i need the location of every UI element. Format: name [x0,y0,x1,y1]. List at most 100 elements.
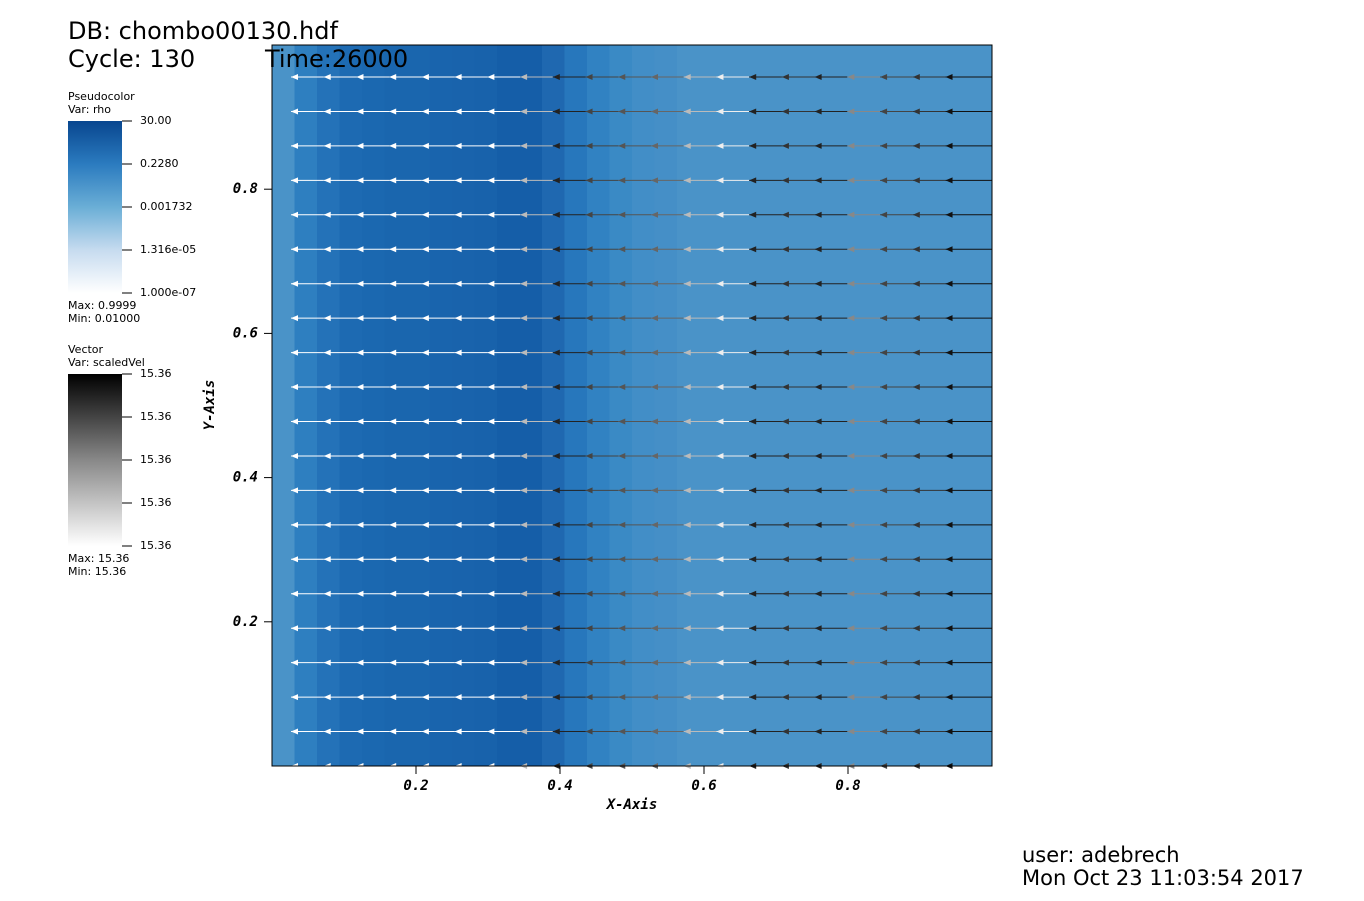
legend-var: Var: rho [68,103,111,116]
vector-head [389,659,397,666]
cell [789,45,813,766]
cell [879,45,903,766]
vector-head [520,384,528,391]
cell [317,45,340,766]
vector-head [323,590,331,597]
vector-head [487,349,495,356]
vector-head [356,487,364,494]
vector-head [814,590,822,597]
vector-head [585,177,593,184]
vector-head [585,694,593,701]
vector-head [323,694,331,701]
vector-head [487,556,495,563]
vector-head [552,659,560,666]
vector-head [291,521,298,528]
cell [429,45,453,766]
vector-head [749,418,757,425]
vector-head [618,142,626,149]
cell [474,45,498,766]
vector-head [291,590,298,597]
vector-head [356,694,364,701]
vector-head [552,74,560,80]
vector-head [781,349,789,356]
vector-head [716,211,724,218]
vector-head [520,108,528,115]
vector-head [814,694,822,701]
db-name: DB: chombo00130.hdf [68,17,338,45]
vector-head [585,349,593,356]
vector-head [814,315,822,322]
vector-head [749,452,757,459]
vector-head [880,384,888,391]
vector-head [683,315,691,322]
vector-head [291,315,298,322]
vector-head [389,728,397,735]
vector-head [945,280,953,287]
vector-head [716,315,724,322]
vector-head [814,108,822,115]
vector-head [683,659,691,666]
vector-head [749,384,757,391]
vector-head [421,694,429,701]
vector-head [389,590,397,597]
vector-head [683,108,691,115]
vector-head [683,452,691,459]
vector-head [945,556,953,563]
vector-head [454,418,462,425]
vector-head [454,177,462,184]
vector-head [945,521,953,528]
plot-frame [271,44,993,767]
y-tick-label: 0.4 [233,470,258,486]
x-tick-label: 0.4 [547,778,572,794]
vector-head [356,728,364,735]
vector-head [552,728,560,735]
vector-head [389,521,397,528]
vector-head [618,177,626,184]
vector-head [781,315,789,322]
vector-head [421,418,429,425]
vector-head [880,280,888,287]
cell [272,45,295,766]
vector-head [912,280,920,287]
vector-head [683,590,691,597]
vector-head [291,452,298,459]
vector-head [585,211,593,218]
vector-head [945,211,953,218]
vector-head [814,74,822,80]
vector-head [683,142,691,149]
vector-head [781,74,789,80]
vector-head [683,625,691,632]
vector-head [847,694,855,701]
cell [587,45,610,766]
vector-head [912,556,920,563]
vector-head [945,694,953,701]
legend-title: Pseudocolor [68,90,135,103]
vector-head [945,142,953,149]
vector-head [814,418,822,425]
cell [294,45,318,766]
vector-head [880,177,888,184]
legend-tick-label: 30.00 [140,114,172,127]
cell [744,45,768,766]
color-bar [68,121,122,293]
vector-head [651,246,658,253]
vector-head [945,246,953,253]
vector-head [880,521,888,528]
vector-head [651,177,658,184]
vector-head [421,487,429,494]
vector-head [552,418,560,425]
vector-head [880,590,888,597]
y-tick-label: 0.6 [233,325,258,341]
vector-head [487,246,495,253]
vector-head [356,142,364,149]
vector-head [454,487,462,494]
vector-head [618,590,626,597]
vector-head [552,349,560,356]
vector-head [847,349,855,356]
vector-head [291,280,298,287]
vector-head [520,521,528,528]
vector-head [487,108,495,115]
vector-head [421,280,429,287]
vector-head [454,246,462,253]
vector-head [651,418,658,425]
